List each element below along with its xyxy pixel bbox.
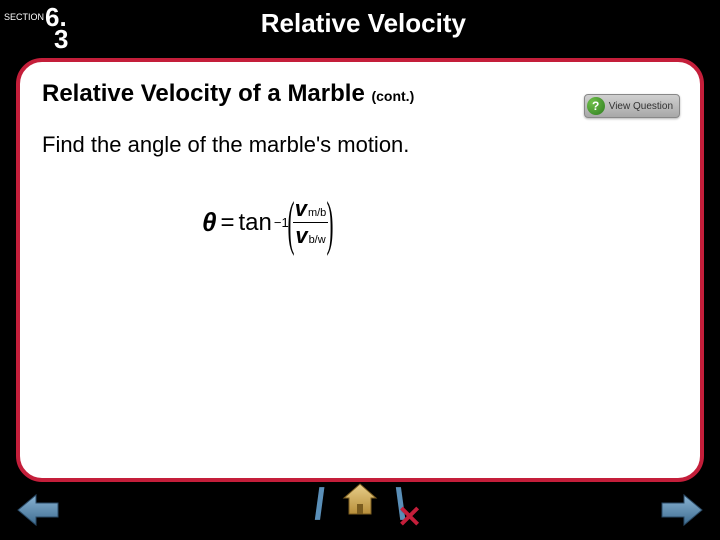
subtitle-cont: (cont.) (371, 88, 414, 104)
content-panel: Relative Velocity of a Marble (cont.) ? … (16, 58, 704, 482)
formula-exponent: −1 (274, 215, 289, 230)
paren-left: ( (287, 202, 294, 244)
subtitle: Relative Velocity of a Marble (cont.) (42, 80, 678, 108)
formula-theta: θ (202, 207, 217, 238)
body-text: Find the angle of the marble's motion. (42, 132, 678, 158)
paren-right: ) (327, 202, 334, 244)
section-number-bottom: 3 (54, 24, 68, 55)
view-question-button[interactable]: ? View Question (584, 94, 680, 118)
view-question-label: View Question (609, 101, 673, 112)
formula-fraction: v m/b v b/w (293, 196, 329, 249)
subtitle-main: Relative Velocity of a Marble (42, 80, 371, 107)
home-nav-cluster: \ / ✕ (305, 486, 415, 534)
formula-fn: tan (239, 209, 272, 237)
close-button[interactable]: ✕ (397, 500, 425, 528)
header-bar: SECTION 6. 3 Relative Velocity (0, 0, 720, 58)
formula: θ = tan −1 ( v m/b v b/w ) (42, 196, 678, 249)
question-icon: ? (587, 97, 605, 115)
fraction-numerator: v m/b (293, 196, 329, 223)
formula-equals: = (221, 209, 235, 237)
page-title: Relative Velocity (7, 8, 720, 39)
home-button[interactable] (340, 482, 380, 516)
next-arrow-button[interactable] (660, 491, 704, 529)
fraction-denominator: v b/w (293, 223, 327, 249)
footer-nav: \ / ✕ (0, 486, 720, 534)
divider-left-icon: \ (305, 480, 333, 530)
prev-arrow-button[interactable] (16, 491, 60, 529)
